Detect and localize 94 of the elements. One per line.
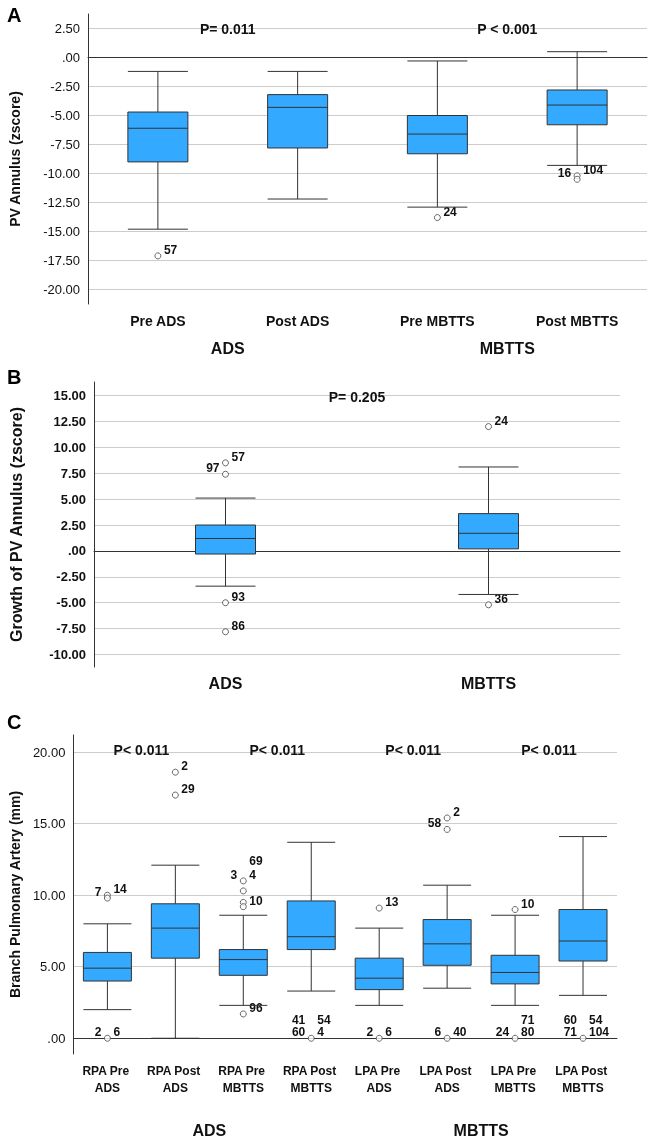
x-tick-label: LPA Pre ADS — [354, 1063, 404, 1095]
annotation: 24 — [495, 1025, 510, 1040]
annotation: 4 — [249, 867, 257, 882]
y-tick-label: -10.00 — [49, 647, 86, 663]
annotation: 104 — [589, 1025, 610, 1040]
text: MBTTS — [453, 1121, 509, 1139]
y-tick-label: .00 — [67, 543, 86, 559]
annotation: 4 — [317, 1025, 325, 1040]
annotation: 41 — [291, 1013, 306, 1028]
y-tick-label: .00 — [47, 1030, 66, 1046]
y-tick-label: 15.00 — [53, 387, 86, 403]
y-tick-label: 15.00 — [32, 816, 66, 832]
text: ADS — [192, 1121, 227, 1139]
annotation: 16 — [557, 166, 572, 181]
annotation: 24 — [494, 413, 509, 428]
y-tick-label: -5.00 — [50, 108, 80, 123]
annotation: 7 — [94, 885, 102, 900]
y-axis-title: PV Annulus (zscore) — [7, 91, 23, 227]
annotation: 54 — [589, 1013, 603, 1028]
x-tick-label: RPA Post ADS — [147, 1063, 204, 1095]
annotation: 36 — [494, 591, 509, 606]
annotation: 2 — [94, 1025, 102, 1040]
y-tick-label: 2.50 — [54, 21, 80, 36]
annotation: 6 — [113, 1025, 121, 1040]
y-tick-label: -7.50 — [50, 137, 80, 152]
y-tick-label: -15.00 — [43, 224, 80, 239]
y-tick-label: -12.50 — [43, 195, 80, 210]
annotation: 2 — [453, 804, 461, 819]
annotation: 13 — [385, 895, 399, 910]
x-tick-label: Pre MBTTS — [400, 312, 475, 329]
y-tick-label: -7.50 — [56, 621, 86, 637]
annotation: P= 0.011 — [199, 21, 256, 37]
annotation: 6 — [385, 1025, 393, 1040]
annotation: 86 — [231, 618, 246, 633]
y-tick-label: 7.50 — [60, 465, 86, 481]
annotation: 58 — [427, 816, 442, 831]
chart-title: C — [7, 711, 22, 733]
annotation: P< 0.011 — [249, 742, 306, 758]
x-tick-label: RPA Post MBTTS — [282, 1063, 340, 1095]
annotation: 71 — [563, 1025, 578, 1040]
annotation: P< 0.011 — [385, 742, 442, 758]
annotation: 57 — [231, 449, 246, 464]
x-tick-label: RPA Pre MBTTS — [218, 1063, 269, 1095]
x-tick-label: LPA Post MBTTS — [555, 1063, 611, 1095]
x-tick-label: Post ADS — [265, 312, 330, 329]
annotation: 6 — [434, 1025, 442, 1040]
y-tick-label: 5.00 — [60, 491, 86, 507]
y-tick-label: -2.50 — [56, 569, 86, 585]
annotation: 24 — [443, 204, 458, 219]
annotation: 29 — [181, 782, 196, 797]
chart-title: A — [7, 4, 22, 26]
x-tick-label: Post MBTTS — [535, 312, 619, 329]
y-tick-label: -2.50 — [50, 79, 80, 94]
annotation: 10 — [521, 896, 535, 911]
y-tick-label: 12.50 — [53, 413, 86, 429]
y-tick-label: -5.00 — [56, 595, 86, 611]
y-tick-label: 5.00 — [40, 959, 66, 975]
y-tick-label: -20.00 — [43, 282, 80, 297]
annotation: 3 — [230, 867, 238, 882]
annotation: 60 — [563, 1013, 578, 1028]
annotation: P= 0.205 — [328, 389, 386, 405]
annotation: 69 — [249, 853, 263, 868]
y-tick-label: -17.50 — [43, 253, 80, 268]
annotation: 54 — [317, 1013, 331, 1028]
annotation: 80 — [521, 1025, 535, 1040]
y-tick-label: 2.50 — [60, 517, 86, 533]
annotation: 60 — [291, 1025, 306, 1040]
annotation: 40 — [453, 1025, 467, 1040]
annotation: 2 — [366, 1025, 374, 1040]
x-tick-label: Pre ADS — [130, 312, 186, 329]
y-tick-label: 10.00 — [32, 887, 66, 903]
annotation: 10 — [249, 893, 263, 908]
y-axis-title: Branch Pulmonary Artery (mm) — [7, 790, 23, 999]
y-tick-label: .00 — [61, 50, 80, 65]
y-tick-label: 20.00 — [32, 744, 66, 760]
annotation: 2 — [181, 759, 189, 774]
annotation: 57 — [163, 242, 178, 257]
annotation: P< 0.011 — [113, 742, 170, 758]
annotation: 104 — [583, 162, 604, 177]
annotation: P< 0.011 — [521, 742, 578, 758]
annotation: 93 — [231, 589, 246, 604]
annotation: 97 — [206, 461, 220, 476]
y-tick-label: 10.00 — [53, 439, 86, 455]
y-tick-label: -10.00 — [43, 166, 80, 181]
annotation: 14 — [113, 882, 128, 897]
x-tick-label: LPA Pre MBTTS — [490, 1063, 540, 1095]
y-axis-title: Growth of PV Annulus (zscore) — [7, 407, 25, 642]
text: ADS — [210, 339, 245, 357]
x-tick-label: LPA Post ADS — [419, 1063, 475, 1095]
annotation: P < 0.001 — [477, 21, 538, 37]
x-tick-label: RPA Pre ADS — [82, 1063, 133, 1095]
annotation: 71 — [521, 1013, 535, 1028]
text: MBTTS — [479, 339, 536, 357]
chart-title: B — [7, 366, 22, 388]
